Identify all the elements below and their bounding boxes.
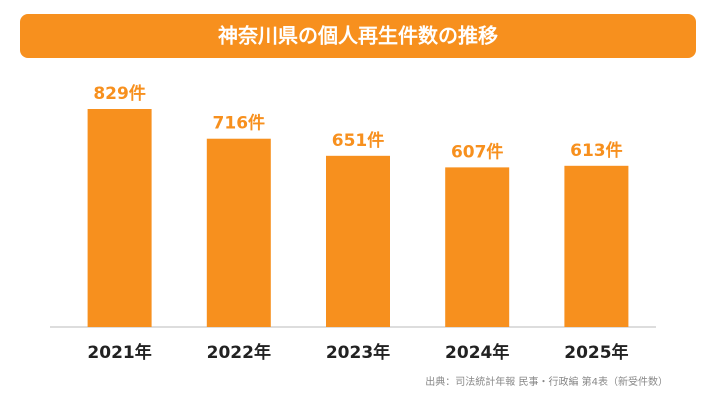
chart-title: 神奈川県の個人再生件数の推移 bbox=[218, 24, 498, 48]
value-label: 607件 bbox=[451, 141, 504, 162]
bar bbox=[87, 109, 152, 327]
x-tick-label: 2024年 bbox=[445, 342, 509, 363]
value-label: 829件 bbox=[93, 83, 146, 104]
bar bbox=[445, 167, 510, 327]
source-note: 出典：司法統計年報 民事・行政編 第4表（新受件数） bbox=[425, 375, 668, 388]
x-tick-label: 2022年 bbox=[207, 342, 271, 363]
x-tick-label: 2023年 bbox=[326, 342, 390, 363]
x-tick-label: 2021年 bbox=[87, 342, 151, 363]
bar bbox=[326, 155, 390, 327]
bar bbox=[564, 165, 629, 327]
value-label: 716件 bbox=[213, 113, 266, 134]
bar bbox=[206, 138, 271, 327]
value-label: 613件 bbox=[570, 140, 623, 161]
title-banner bbox=[20, 14, 696, 58]
value-label: 651件 bbox=[332, 130, 385, 151]
x-tick-label: 2025年 bbox=[564, 342, 628, 363]
